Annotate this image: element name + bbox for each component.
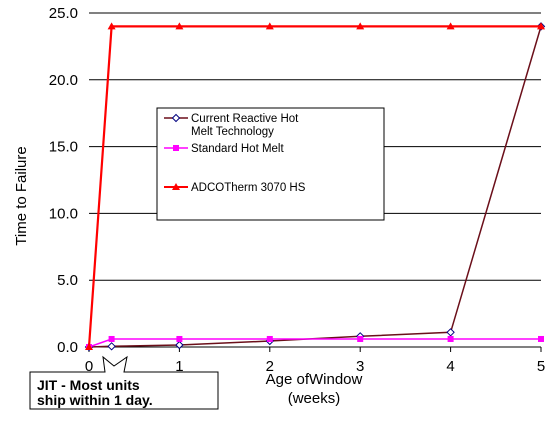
series-2 [85, 22, 545, 350]
series-2-point-5 [446, 22, 455, 30]
callout-box [29, 355, 219, 410]
series-2-point-0 [85, 343, 93, 350]
legend-label-adcotherm: ADCOTherm 3070 HS [191, 182, 306, 194]
series-1-point-2 [176, 335, 183, 342]
x-tick-label-3: 3 [356, 358, 364, 375]
x-tick-label-0: 0 [85, 358, 93, 375]
series-0-point-2 [175, 340, 184, 350]
x-tick-label-2: 2 [266, 358, 274, 375]
series-2-point-3 [265, 22, 274, 30]
legend-marker-standard-hot-melt [173, 145, 179, 151]
y-tick-labels: 0.0 5.0 10.0 15.0 20.0 25.0 [49, 5, 78, 356]
legend-box [156, 107, 385, 221]
y-tick-label-4: 20.0 [49, 72, 78, 89]
legend-entry-standard-hot-melt: Standard Hot Melt [164, 143, 284, 155]
series-1-point-4 [357, 335, 364, 342]
y-tick-label-0: 0.0 [57, 339, 78, 356]
legend-label-current-reactive-line1: Current Reactive Hot [191, 113, 299, 125]
x-tick-label-1: 1 [175, 358, 183, 375]
legend-marker-adcotherm [172, 183, 180, 190]
series-1-point-1 [108, 335, 115, 342]
y-axis-title: Time to Failure [13, 146, 30, 245]
series-2-point-1 [107, 22, 116, 30]
series-1-point-5 [447, 335, 454, 342]
y-tick-label-1: 5.0 [57, 272, 78, 289]
legend-entry-current-reactive: Current Reactive Hot Melt Technology [164, 113, 299, 138]
x-axis-title-line2: (weeks) [288, 390, 341, 407]
series-2-point-4 [356, 22, 365, 30]
x-tick-label-4: 4 [446, 358, 454, 375]
legend: Current Reactive Hot Melt Technology Sta… [156, 107, 385, 221]
callout-text-line2: ship within 1 day. [37, 392, 153, 408]
data-series [84, 22, 546, 352]
series-0-point-5 [446, 328, 455, 337]
y-tick-label-3: 15.0 [49, 139, 78, 156]
x-tick-label-5: 5 [537, 358, 545, 375]
series-1-point-3 [266, 335, 273, 342]
legend-entry-adcotherm: ADCOTherm 3070 HS [164, 182, 306, 194]
y-tick-label-2: 10.0 [49, 205, 78, 222]
legend-label-current-reactive-line2: Melt Technology [191, 126, 274, 138]
series-2-point-2 [175, 22, 184, 30]
series-2-point-6 [537, 22, 545, 30]
legend-label-standard-hot-melt: Standard Hot Melt [191, 143, 284, 155]
series-1-point-6 [538, 335, 544, 342]
x-axis-title-line1: Age ofWindow [266, 371, 363, 388]
legend-marker-current-reactive [171, 113, 181, 123]
annotation-callout: JIT - Most units ship within 1 day. [29, 355, 219, 410]
y-tick-label-5: 25.0 [49, 5, 78, 22]
series-0-point-1 [107, 342, 116, 351]
callout-text-line1: JIT - Most units [37, 377, 140, 393]
